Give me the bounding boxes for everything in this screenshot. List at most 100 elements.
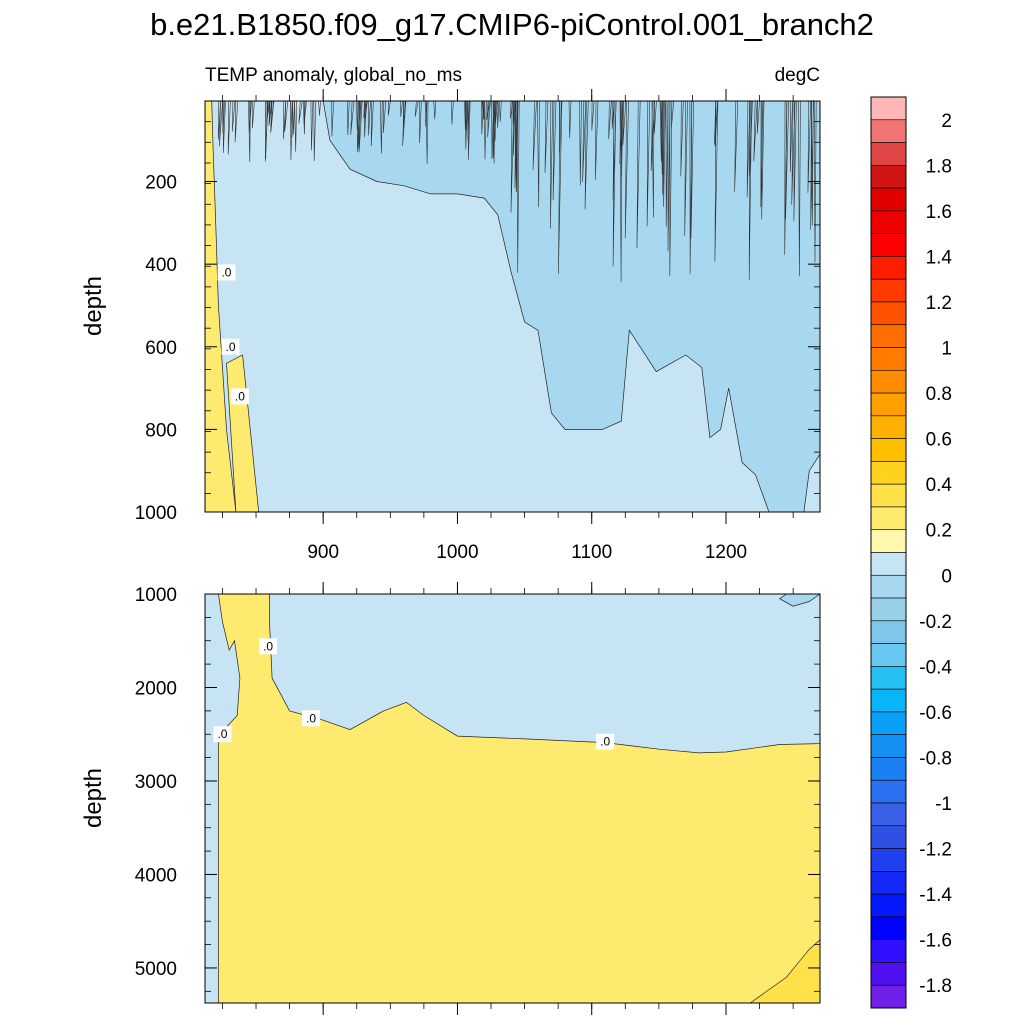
colorbar-swatch (870, 620, 907, 644)
panel2-contour-region (205, 594, 241, 1003)
colorbar-label: -1.8 (919, 976, 952, 997)
contour-line (537, 101, 540, 208)
panel1-contour-lines (218, 101, 817, 283)
panel2-contour-region (269, 594, 820, 754)
contour-line (622, 101, 627, 145)
contour-line (512, 101, 516, 156)
contour-line (222, 101, 225, 134)
contour-line (419, 101, 422, 144)
contour-label-box (217, 264, 236, 281)
contour-line (425, 101, 429, 164)
contour-line (811, 101, 814, 226)
contour-line (510, 101, 514, 119)
contour-line (514, 101, 518, 189)
contour-line (612, 101, 617, 201)
colorbar-swatch (870, 574, 907, 599)
colorbar-frame (870, 96, 907, 1009)
contour-line (496, 101, 500, 128)
colorbar-swatch (870, 347, 907, 371)
colorbar-label: 0.8 (926, 384, 952, 405)
panel1-right-label: degC (775, 65, 820, 86)
colorbar-swatch (870, 916, 907, 940)
contour-label-box (230, 388, 249, 405)
contour-label: .0 (217, 727, 227, 741)
colorbar-swatch (870, 779, 907, 804)
panel2-frame (204, 593, 821, 1004)
contour-line (467, 101, 471, 160)
contour-line (798, 101, 801, 277)
contour-line (388, 101, 391, 116)
contour-line (748, 101, 752, 280)
x-tick-label: 1100 (571, 542, 612, 563)
y-tick-label: 4000 (135, 865, 177, 886)
panel1-frame (204, 100, 821, 513)
contour-line (532, 101, 537, 171)
colorbar-swatch (870, 711, 907, 735)
contour-line (611, 101, 615, 129)
y-tick-label: 400 (145, 255, 177, 276)
y-tick-label: 600 (145, 338, 177, 359)
colorbar-swatch (870, 597, 907, 622)
x-tick-label: 1000 (436, 542, 478, 563)
colorbar-label: -1 (935, 794, 952, 815)
contour-line (265, 101, 269, 162)
contour-label-box (302, 710, 321, 727)
contour-line (669, 101, 673, 276)
colorbar-swatch (870, 301, 907, 326)
contour-line (486, 101, 491, 120)
contour-line (364, 101, 368, 122)
contour-line (252, 101, 255, 129)
contour-line (402, 101, 407, 147)
contour-line (310, 101, 314, 151)
contour-line (294, 101, 297, 152)
contour-line (757, 101, 760, 134)
contour-line (749, 101, 753, 176)
contour-line (331, 101, 334, 137)
colorbar-swatch (870, 893, 907, 918)
contour-line (579, 101, 582, 186)
colorbar-label: 0 (941, 566, 952, 587)
contour-line (595, 101, 599, 180)
contour-line (487, 101, 491, 138)
contour-line (810, 101, 814, 230)
y-tick-label: 3000 (135, 772, 177, 793)
contour-line (790, 101, 793, 172)
contour-line (318, 101, 321, 116)
colorbar-swatch (870, 666, 907, 690)
contour-label: .0 (226, 340, 236, 354)
y-tick-label: 2000 (135, 678, 177, 699)
contour-line (624, 101, 629, 239)
contour-line (667, 101, 671, 252)
panel2-contour-region (779, 594, 820, 607)
colorbar-swatch (870, 461, 907, 485)
contour-line (568, 101, 572, 139)
colorbar-label: -0.4 (919, 657, 952, 678)
colorbar-swatch (870, 415, 907, 439)
panel1-contour-region (322, 101, 820, 512)
colorbar-swatch (870, 324, 907, 348)
x-tick-label: 1200 (705, 542, 747, 563)
contour-line (451, 101, 454, 125)
contour-line (665, 101, 669, 227)
colorbar-label: -1.6 (919, 931, 952, 952)
contour-line (370, 101, 374, 147)
colorbar-label: 1.2 (926, 293, 952, 314)
colorbar-swatch (870, 688, 907, 713)
contour-line (499, 101, 502, 122)
chart-title: b.e21.B1850.f09_g17.CMIP6-piControl.001_… (150, 7, 874, 42)
contour-line (550, 101, 554, 229)
contour-line (232, 101, 236, 132)
contour-label: .0 (600, 735, 610, 749)
contour-line (227, 101, 231, 155)
panel-lower: 1000 2000 3000 4000 5000 .0 .0 .0 .0 (135, 582, 821, 1015)
contour-line (690, 101, 694, 239)
y-tick-label: 5000 (135, 959, 177, 980)
contour-line (283, 101, 286, 140)
contour-line (368, 101, 371, 136)
contour-line (591, 101, 595, 131)
contour-line (662, 101, 665, 195)
colorbar-swatch (870, 734, 907, 758)
panel1-contour-region (205, 101, 237, 512)
contour-line (620, 101, 624, 178)
colorbar-label: -0.2 (919, 612, 952, 633)
